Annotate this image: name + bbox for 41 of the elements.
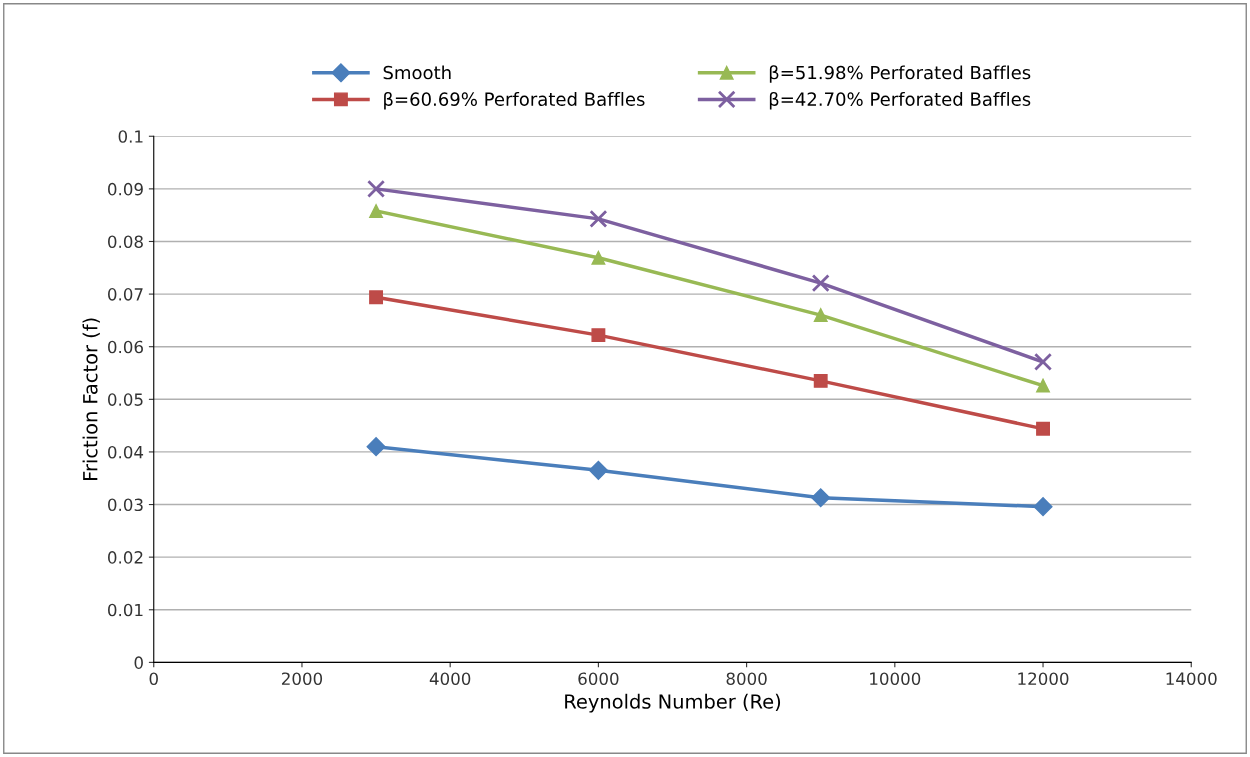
x-axis-title: Reynolds Number (Re) [565,693,781,713]
x-tick-label: 10000 [870,672,921,685]
point [366,437,386,457]
y-tick-label: 0.02 [108,551,143,564]
y-tick-label: 0.09 [108,182,143,196]
y-tick-label: 0.06 [108,340,143,354]
x-tick-label: 12000 [1018,672,1069,685]
x-tick-label: 6000 [578,672,619,685]
y-tick-label: 0.05 [108,393,143,406]
x-tick-label: 2000 [281,672,323,685]
y-axis-title: Friction Factor (f) [82,318,100,480]
legend-label: Smooth [383,65,451,80]
y-tick-label: 0.01 [108,603,143,617]
point [369,290,384,305]
legend-label: β=42.70% Perforated Baffles [769,91,1031,110]
point [811,488,831,508]
point [813,373,828,388]
y-tick-label: 0 [134,656,143,669]
point [591,328,606,343]
x-tick-label: 14000 [1166,672,1217,685]
y-tick-label: 0.1 [118,130,143,143]
x-tick-label: 8000 [726,672,767,685]
point [813,308,828,323]
point [1034,352,1053,371]
x-tick-label: 0 [149,672,158,685]
point [591,250,606,265]
point [1033,497,1053,517]
point [367,179,386,198]
y-tick-label: 0.08 [108,235,143,249]
point [1036,421,1050,436]
x-tick-label: 4000 [429,672,471,685]
point [369,204,384,218]
point [1036,378,1050,393]
point [811,274,830,293]
y-tick-label: 0.07 [108,288,143,301]
legend-label: β=51.98% Perforated Baffles [769,65,1031,83]
y-tick-label: 0.03 [108,498,143,512]
point [589,209,608,228]
legend-label: β=60.69% Perforated Baffles [384,91,645,110]
point [588,460,608,480]
y-tick-label: 0.04 [108,445,144,459]
